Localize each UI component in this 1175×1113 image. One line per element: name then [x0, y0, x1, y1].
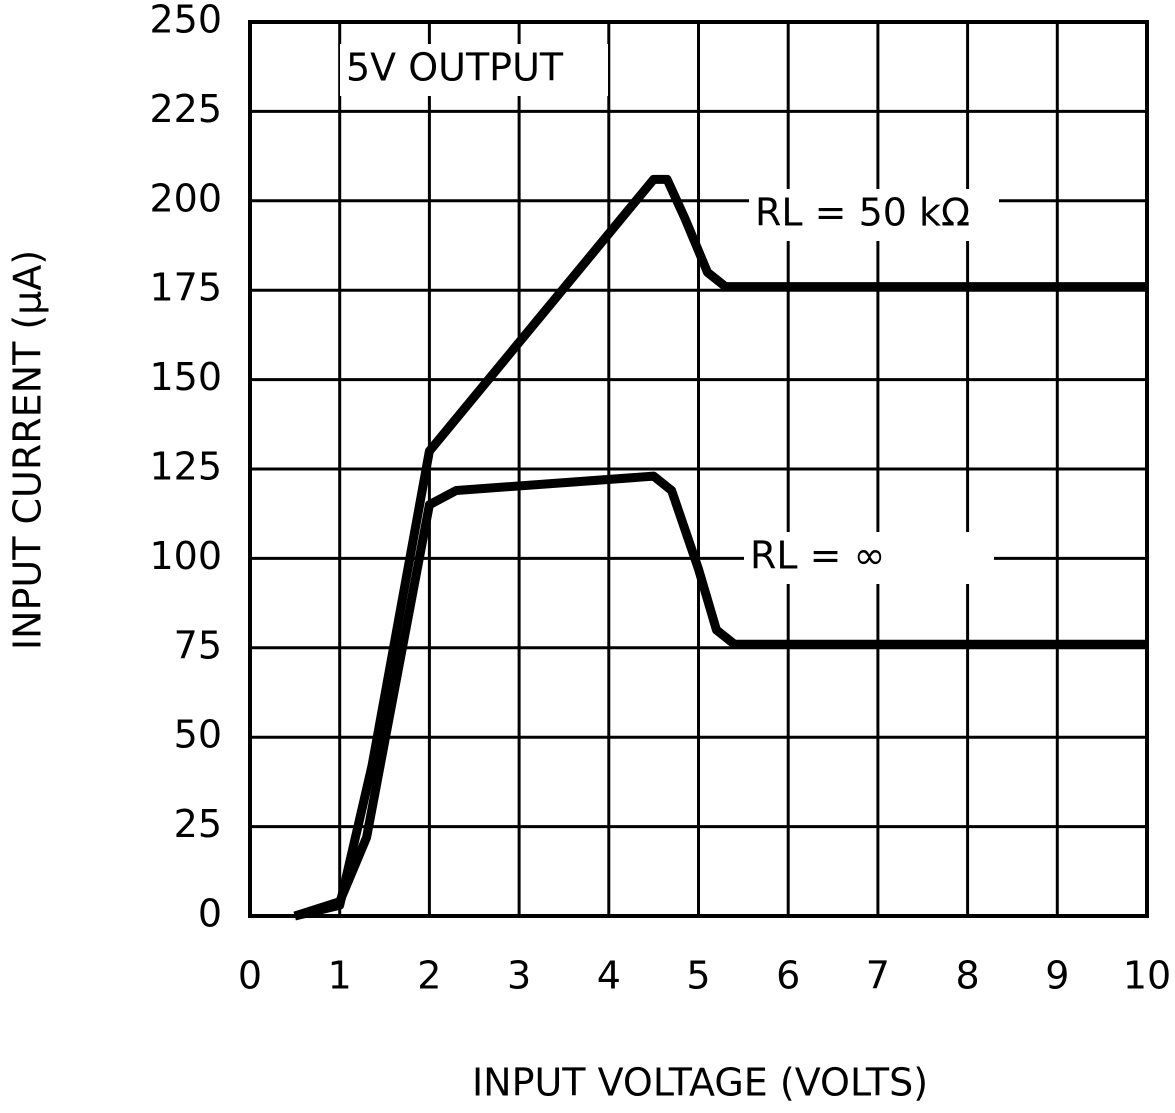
data-line	[293, 471, 1147, 921]
annotation: 5V OUTPUT	[346, 46, 564, 90]
x-tick-label: 9	[1045, 954, 1069, 998]
y-tick-label: 0	[198, 892, 222, 936]
annotation-background	[340, 44, 608, 96]
y-tick-label: 175	[149, 266, 222, 310]
x-axis-label: INPUT VOLTAGE (VOLTS)	[472, 1061, 928, 1105]
label-background	[744, 532, 994, 584]
y-tick-label: 50	[174, 713, 222, 757]
y-axis-label: INPUT CURRENT (μA)	[6, 250, 50, 650]
x-tick-label: 6	[776, 954, 800, 998]
x-tick-label: 7	[866, 954, 890, 998]
y-tick-label: 100	[149, 534, 222, 578]
y-tick-label: 25	[174, 802, 222, 846]
y-tick-label: 225	[149, 87, 222, 131]
y-tick-label: 150	[149, 355, 222, 399]
x-tick-label: 1	[328, 954, 352, 998]
y-tick-label: 250	[149, 0, 222, 42]
x-tick-label: 5	[686, 954, 710, 998]
x-tick-label: 10	[1123, 954, 1171, 998]
x-tick-label: 8	[956, 954, 980, 998]
x-tick-label: 3	[507, 954, 531, 998]
series-label: RL = ∞	[750, 534, 885, 578]
x-tick-label: 0	[238, 954, 262, 998]
y-tick-label: 75	[174, 623, 222, 667]
x-tick-label: 4	[597, 954, 621, 998]
series-label: RL = 50 kΩ	[755, 191, 970, 235]
y-tick-label: 125	[149, 445, 222, 489]
data-line	[293, 174, 1147, 921]
y-tick-label: 200	[149, 176, 222, 220]
x-tick-label: 2	[417, 954, 441, 998]
label-background	[749, 189, 999, 241]
